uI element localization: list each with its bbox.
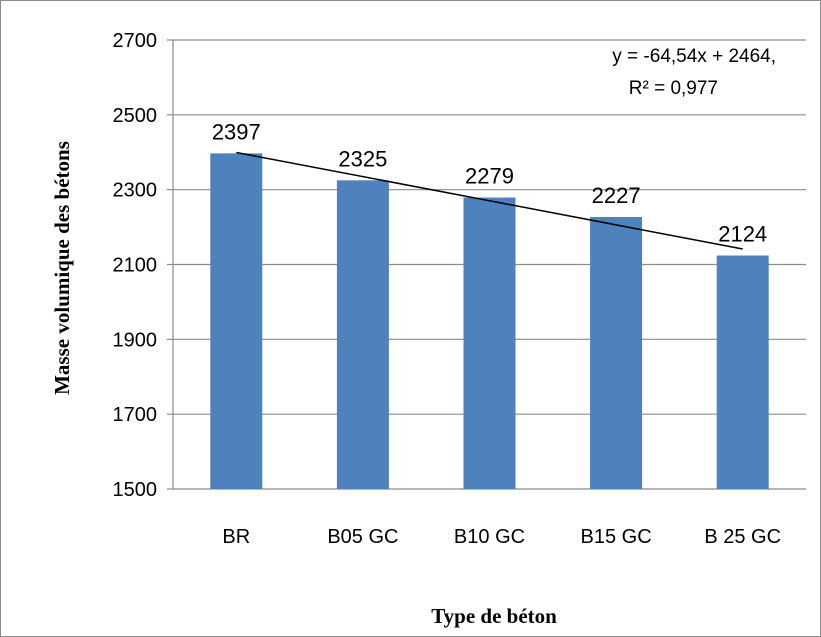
gridlines: [167, 39, 806, 490]
data-label: 2124: [718, 222, 767, 247]
x-axis-title: Type de béton: [431, 604, 557, 628]
bar: [210, 153, 263, 489]
data-label: 2279: [465, 164, 514, 189]
x-category-label: BR: [222, 526, 250, 548]
trendline-equation: y = -64,54x + 2464,: [612, 46, 776, 67]
y-tick-label: 2700: [113, 30, 158, 52]
trendline-r-squared: R² = 0,977: [629, 78, 718, 99]
x-category-label: B 25 GC: [704, 526, 781, 548]
trendline-group: [236, 151, 743, 250]
y-tick-label: 2300: [113, 180, 158, 202]
data-label: 2227: [592, 183, 641, 208]
y-axis-title: Masse volumique des bétons: [50, 141, 74, 395]
y-tick-label: 2500: [113, 105, 158, 127]
trendline: [236, 151, 743, 250]
data-label: 2397: [212, 119, 261, 144]
bar: [463, 197, 516, 489]
x-category-label: B15 GC: [581, 526, 652, 548]
data-labels: 2397 2325 2279 2227 2124: [212, 119, 767, 246]
x-axis-categories: BR B05 GC B10 GC B15 GC B 25 GC: [222, 526, 781, 548]
y-tick-label: 1900: [113, 329, 158, 351]
y-tick-label: 1500: [113, 479, 158, 501]
data-label: 2325: [338, 146, 387, 171]
bar: [336, 180, 389, 489]
x-category-label: B10 GC: [454, 526, 525, 548]
bar: [590, 216, 643, 489]
x-category-label: B05 GC: [327, 526, 398, 548]
y-axis-ticks: 1500 1700 1900 2100 2300 2500 2700: [113, 30, 158, 501]
bar: [716, 255, 769, 489]
y-tick-label: 2100: [113, 255, 158, 277]
bars: [210, 153, 769, 489]
y-tick-label: 1700: [113, 404, 158, 426]
